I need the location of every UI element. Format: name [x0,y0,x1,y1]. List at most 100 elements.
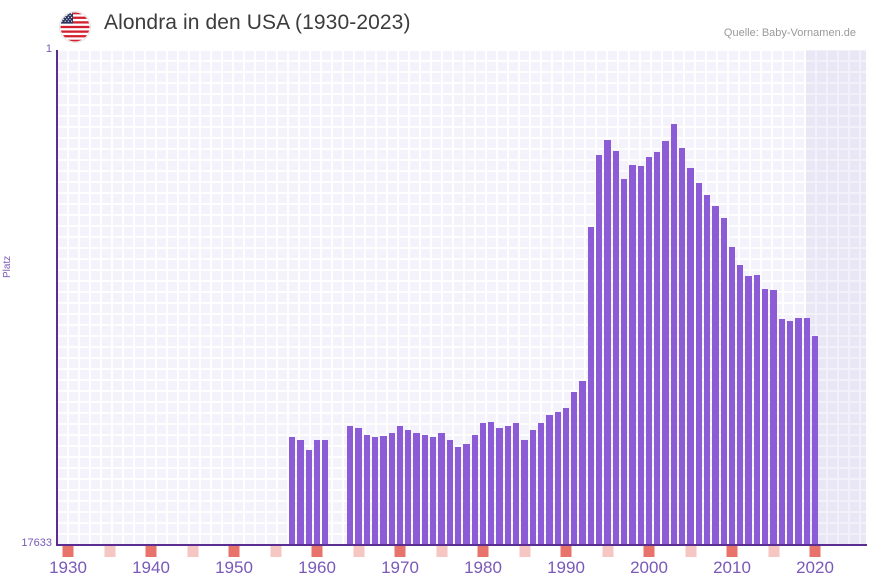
bar [454,447,462,545]
bar [488,421,495,545]
x-axis-minor-marker [270,546,281,557]
bar [479,423,487,545]
bar [786,320,794,545]
bar [753,274,761,545]
x-axis-tick-marker [145,546,157,557]
x-axis-tick-label: 2020 [796,558,834,577]
bar [313,440,321,545]
bar [305,450,312,545]
bar [297,440,304,545]
us-flag-icon [60,12,90,42]
bar [604,139,611,545]
y-axis-top-label-wrap: 1 [0,43,52,57]
x-axis-minor-marker [685,546,696,557]
bar [687,167,694,545]
bar [463,444,470,545]
bar [745,275,752,545]
bar [712,205,719,545]
bar [720,218,727,545]
x-axis-tick-label: 2000 [630,558,668,577]
bar [562,407,570,545]
x-axis-minor-marker [187,546,198,557]
x-axis-tick-label: 1990 [547,558,585,577]
x-axis-tick-marker [726,546,738,557]
bar [554,412,561,545]
y-axis-bottom-label-wrap: 17633 [0,537,52,551]
bar [471,434,478,545]
x-axis-minor-marker [602,546,613,557]
x-axis-minor-marker [436,546,447,557]
x-axis-tick-marker [228,546,240,557]
x-axis-tick-label: 1970 [381,558,419,577]
bar [728,246,736,545]
x-axis-tick-marker [643,546,655,557]
x-axis-tick-label: 1950 [215,558,253,577]
bar [645,156,653,545]
plot-area [57,50,866,545]
bar [347,426,354,545]
bar [388,433,395,545]
bar [670,124,678,545]
bar [446,440,453,545]
x-axis-minor-marker [768,546,779,557]
bar [579,381,586,545]
bar [546,414,553,545]
bar [612,151,619,545]
x-axis-line [56,544,867,546]
y-axis-top-label: 1 [45,43,52,55]
bar [811,336,819,545]
bar [438,433,445,545]
bar [396,426,404,545]
bar [770,290,777,545]
x-axis-tick-label: 1930 [49,558,87,577]
bar [737,264,744,545]
bar [803,318,810,545]
bar [778,319,785,545]
bar [762,288,769,545]
bar [629,165,636,545]
bar [529,430,536,545]
x-axis-tick-marker [311,546,323,557]
bar [496,427,503,545]
x-axis-tick-marker [477,546,489,557]
x-axis-tick-marker [62,546,74,557]
bar [571,392,578,545]
x-axis-minor-marker [353,546,364,557]
x-axis-tick-marker [560,546,572,557]
bar [521,440,528,545]
x-axis-tick-label: 1940 [132,558,170,577]
bar [654,152,661,545]
bar [421,434,429,545]
bar [679,148,686,545]
bar [703,194,711,545]
bar [288,437,296,545]
bar [413,433,420,545]
bar [363,434,370,545]
bar [355,427,362,545]
x-axis-tick-marker [394,546,406,557]
bar [587,226,595,545]
bar-series [57,50,866,545]
y-axis-title: Platz [2,255,13,278]
x-axis-minor-marker [104,546,115,557]
bar [662,141,669,545]
chart-header: Alondra in den USA (1930-2023) Quelle: B… [0,0,873,46]
page-title: Alondra in den USA (1930-2023) [104,11,411,34]
source-attribution: Quelle: Baby-Vornamen.de [723,27,856,39]
bar [405,430,412,545]
bar [322,440,329,545]
x-axis-tick-label: 1980 [464,558,502,577]
x-axis-tick-label: 1960 [298,558,336,577]
bar [380,436,387,545]
y-axis-bottom-label: 17633 [21,537,52,549]
x-axis-tick-label: 2010 [713,558,751,577]
bar [637,166,644,545]
bar [371,437,379,545]
bar [795,318,802,545]
bar [695,183,702,545]
bar [596,155,603,545]
bar [537,423,545,545]
bar [504,426,512,545]
bar [620,179,628,545]
